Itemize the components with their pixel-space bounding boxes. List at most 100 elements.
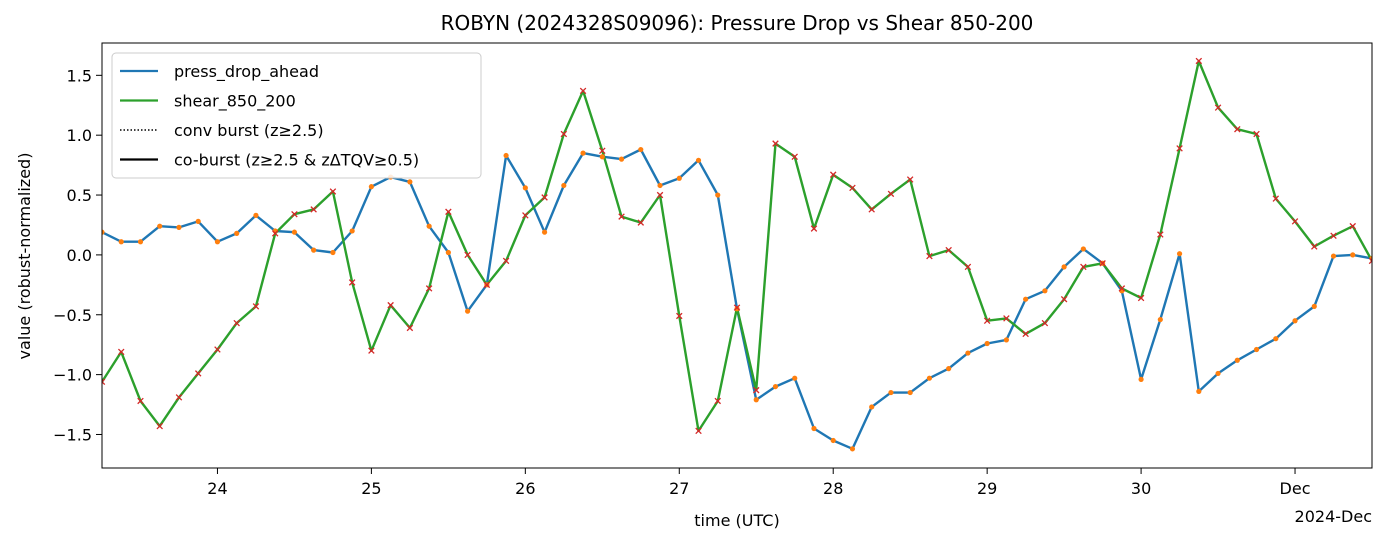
data-point-shear_850_200 <box>175 394 183 401</box>
data-point-shear_850_200 <box>348 279 356 286</box>
data-point-press_drop_ahead <box>1196 388 1202 394</box>
legend-label: shear_850_200 <box>174 92 296 112</box>
data-point-shear_850_200 <box>1214 104 1222 111</box>
data-point-shear_850_200 <box>271 230 279 237</box>
data-point-shear_850_200 <box>137 397 144 405</box>
data-point-press_drop_ahead <box>676 175 682 181</box>
data-point-press_drop_ahead <box>102 229 105 235</box>
data-point-shear_850_200 <box>1118 285 1126 292</box>
legend-box <box>111 52 482 179</box>
data-point-shear_850_200 <box>887 190 895 198</box>
legend-label: press_drop_ahead <box>174 62 319 82</box>
data-point-press_drop_ahead <box>214 239 221 245</box>
data-point-shear_850_200 <box>406 324 414 332</box>
data-point-press_drop_ahead <box>1292 318 1298 324</box>
data-point-shear_850_200 <box>194 370 202 377</box>
data-point-shear_850_200 <box>329 188 337 195</box>
data-point-shear_850_200 <box>1330 232 1337 240</box>
data-point-press_drop_ahead <box>1330 253 1337 259</box>
x-tick-label: Dec <box>1280 479 1311 498</box>
data-point-press_drop_ahead <box>503 152 509 159</box>
data-point-shear_850_200 <box>945 246 952 254</box>
data-point-press_drop_ahead <box>1061 264 1067 270</box>
data-point-shear_850_200 <box>117 348 125 356</box>
data-point-press_drop_ahead <box>907 389 913 396</box>
data-point-press_drop_ahead <box>715 192 721 198</box>
data-point-press_drop_ahead <box>118 239 124 245</box>
data-point-shear_850_200 <box>1041 319 1049 327</box>
plot-frame <box>101 42 1373 469</box>
x-axis-label: time (UTC) <box>694 511 779 530</box>
data-point-shear_850_200 <box>291 210 298 218</box>
data-point-press_drop_ahead <box>561 182 567 189</box>
data-point-shear_850_200 <box>1176 145 1183 152</box>
legend-label: conv burst (z≥2.5) <box>174 121 324 140</box>
data-point-press_drop_ahead <box>772 383 779 390</box>
y-tick-label: −1.5 <box>53 425 92 444</box>
data-point-press_drop_ahead <box>1023 296 1029 302</box>
data-point-shear_850_200 <box>849 184 856 192</box>
data-point-press_drop_ahead <box>734 306 740 312</box>
data-point-shear_850_200 <box>310 206 317 213</box>
data-point-press_drop_ahead <box>407 179 413 185</box>
data-point-press_drop_ahead <box>926 375 933 381</box>
series-line-press_drop_ahead <box>102 148 1372 450</box>
data-point-shear_850_200 <box>541 194 548 201</box>
data-point-shear_850_200 <box>233 319 240 327</box>
data-point-shear_850_200 <box>868 206 875 213</box>
chart-title: ROBYN (2024328S09096): Pressure Drop vs … <box>441 11 1034 35</box>
data-point-shear_850_200 <box>695 427 702 435</box>
data-point-shear_850_200 <box>1272 195 1280 202</box>
data-point-press_drop_ahead <box>1138 376 1144 383</box>
data-point-press_drop_ahead <box>311 247 317 253</box>
data-point-press_drop_ahead <box>234 230 240 236</box>
x-tick-label: 28 <box>823 479 843 498</box>
data-point-shear_850_200 <box>1349 222 1357 230</box>
data-point-shear_850_200 <box>772 140 779 147</box>
data-point-press_drop_ahead <box>1253 346 1260 353</box>
x-tick-label: 24 <box>207 479 227 498</box>
data-point-shear_850_200 <box>637 219 645 226</box>
data-point-shear_850_200 <box>1022 330 1029 338</box>
data-point-press_drop_ahead <box>253 212 259 218</box>
data-point-press_drop_ahead <box>984 340 990 347</box>
data-point-press_drop_ahead <box>830 437 836 444</box>
data-point-shear_850_200 <box>464 251 471 259</box>
data-point-shear_850_200 <box>252 303 260 310</box>
data-point-shear_850_200 <box>810 225 818 232</box>
data-point-press_drop_ahead <box>1215 370 1221 377</box>
data-point-shear_850_200 <box>1003 315 1010 322</box>
data-point-press_drop_ahead <box>541 229 548 235</box>
data-point-shear_850_200 <box>926 252 933 260</box>
x-tick-label: 27 <box>669 479 689 498</box>
data-point-shear_850_200 <box>714 397 722 405</box>
data-point-shear_850_200 <box>502 257 510 265</box>
data-point-shear_850_200 <box>1234 125 1241 133</box>
data-point-shear_850_200 <box>425 285 433 292</box>
data-point-shear_850_200 <box>368 347 375 354</box>
data-point-press_drop_ahead <box>618 156 625 162</box>
data-point-press_drop_ahead <box>291 229 298 235</box>
data-point-press_drop_ahead <box>695 157 702 163</box>
data-point-press_drop_ahead <box>368 184 374 190</box>
data-point-shear_850_200 <box>560 130 568 138</box>
data-point-press_drop_ahead <box>1234 357 1240 363</box>
data-point-shear_850_200 <box>522 212 529 219</box>
data-point-press_drop_ahead <box>869 404 875 410</box>
y-tick-label: 1.5 <box>67 66 92 85</box>
data-point-press_drop_ahead <box>176 224 182 230</box>
x-tick-label: 26 <box>515 479 535 498</box>
plot-area <box>101 42 1373 469</box>
y-tick-label: −0.5 <box>53 306 92 325</box>
data-point-shear_850_200 <box>214 346 221 353</box>
data-point-press_drop_ahead <box>638 146 644 153</box>
x-axis: 24 25 26 27 28 29 30 Dec <box>207 468 1311 498</box>
y-tick-label: −1.0 <box>53 366 92 385</box>
y-tick-label: 0.0 <box>67 246 92 265</box>
data-point-shear_850_200 <box>156 422 163 430</box>
data-point-shear_850_200 <box>752 386 760 394</box>
data-point-press_drop_ahead <box>753 397 759 403</box>
data-point-shear_850_200 <box>483 281 491 289</box>
